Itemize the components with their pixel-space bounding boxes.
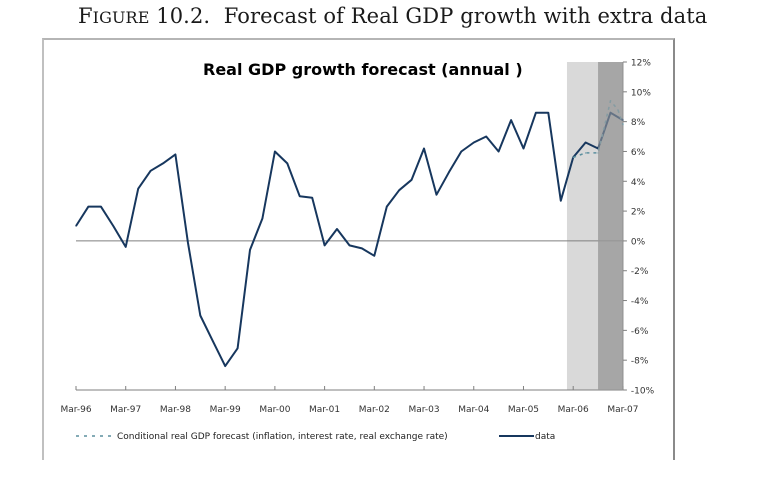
data-point — [435, 194, 438, 196]
data-point — [75, 225, 77, 227]
data-point — [199, 314, 201, 317]
x-tick-label: Mar-97 — [110, 405, 141, 415]
data-point — [311, 197, 313, 199]
data-point — [522, 147, 525, 150]
data-point — [423, 147, 425, 150]
data-point — [236, 347, 239, 349]
data-point — [373, 255, 375, 257]
caption-figure-number: 10.2. — [156, 4, 211, 28]
caption-text: Forecast of Real GDP growth with extra d… — [223, 4, 708, 28]
y-tick-label: -2% — [631, 267, 649, 277]
x-tick-label: Mar-99 — [210, 405, 241, 415]
y-tick-label: 0% — [631, 237, 646, 247]
chart-frame — [42, 38, 675, 460]
data-point — [560, 200, 562, 202]
y-tick-label: 8% — [631, 118, 646, 128]
x-tick-label: Mar-05 — [508, 405, 539, 415]
data-point — [224, 365, 226, 367]
data-point — [286, 162, 288, 164]
legend-data-label: data — [535, 432, 555, 442]
x-tick-label: Mar-01 — [309, 405, 340, 415]
caption-label-initial: F — [78, 4, 93, 28]
data-point — [324, 244, 326, 246]
data-point — [585, 141, 587, 144]
data-point — [112, 225, 114, 227]
data-point — [100, 206, 102, 208]
data-point — [386, 206, 388, 208]
y-tick-label: -4% — [631, 297, 649, 307]
data-point — [149, 170, 152, 172]
y-tick-label: -10% — [631, 387, 655, 397]
y-tick-label: 12% — [631, 59, 651, 69]
data-point — [187, 241, 189, 243]
data-point — [411, 179, 413, 181]
x-tick-label: Mar-06 — [558, 405, 589, 415]
x-tick-label: Mar-96 — [60, 405, 91, 415]
data-point — [87, 206, 90, 208]
data-point — [448, 171, 450, 173]
forecast-point — [585, 152, 587, 154]
data-point — [485, 135, 487, 138]
data-point — [510, 119, 512, 121]
data-point — [261, 217, 264, 220]
x-tick-label: Mar-03 — [408, 405, 439, 415]
x-tick-label: Mar-00 — [259, 405, 290, 415]
x-tick-label: Mar-98 — [160, 405, 191, 415]
data-point — [547, 112, 549, 114]
y-ticks: 12% 10% 8% 6% 4% 2% 0% -2% -4% -6% -8% -10% — [622, 59, 655, 397]
data-point — [125, 246, 127, 248]
x-tick-label: Mar-07 — [607, 405, 638, 415]
data-point — [535, 112, 537, 114]
data-point — [137, 188, 139, 190]
data-point — [336, 228, 338, 230]
series-lines — [75, 62, 624, 390]
data-point — [174, 153, 177, 156]
y-tick-label: 10% — [631, 88, 651, 98]
y-tick-label: -6% — [631, 327, 649, 337]
y-tick-label: 4% — [631, 178, 646, 188]
data-series-line — [75, 111, 624, 368]
data-point — [299, 195, 301, 197]
x-tick-label: Mar-04 — [458, 405, 489, 415]
data-point — [398, 189, 400, 191]
x-tick-label: Mar-02 — [359, 405, 390, 415]
y-tick-label: -8% — [631, 357, 649, 367]
x-ticks: Mar-96 Mar-97 Mar-98 Mar-99 Mar-00 Mar-01 Mar-… — [60, 386, 638, 415]
data-point — [473, 141, 475, 144]
shaded-region-forecast-period-1 — [566, 62, 599, 390]
data-point — [212, 340, 214, 342]
data-point — [460, 150, 462, 153]
data-point — [249, 249, 251, 251]
figure-caption: FIGURE 10.2. Forecast of Real GDP growth… — [78, 4, 707, 28]
chart-title: Real GDP growth forecast (annual ) — [203, 60, 523, 79]
legend-forecast-label: Conditional real GDP forecast (inflation… — [117, 432, 448, 442]
legend: Conditional real GDP forecast (inflation… — [76, 432, 555, 442]
y-tick-label: 6% — [631, 148, 646, 158]
data-point — [274, 150, 276, 153]
data-point — [348, 244, 351, 246]
data-point — [498, 150, 500, 153]
data-point — [162, 162, 164, 164]
y-tick-label: 2% — [631, 208, 646, 218]
data-point — [361, 247, 363, 249]
forecast-point — [572, 156, 574, 159]
caption-label-smallcaps: IGURE — [92, 8, 150, 27]
shaded-region-overlay — [598, 62, 623, 390]
